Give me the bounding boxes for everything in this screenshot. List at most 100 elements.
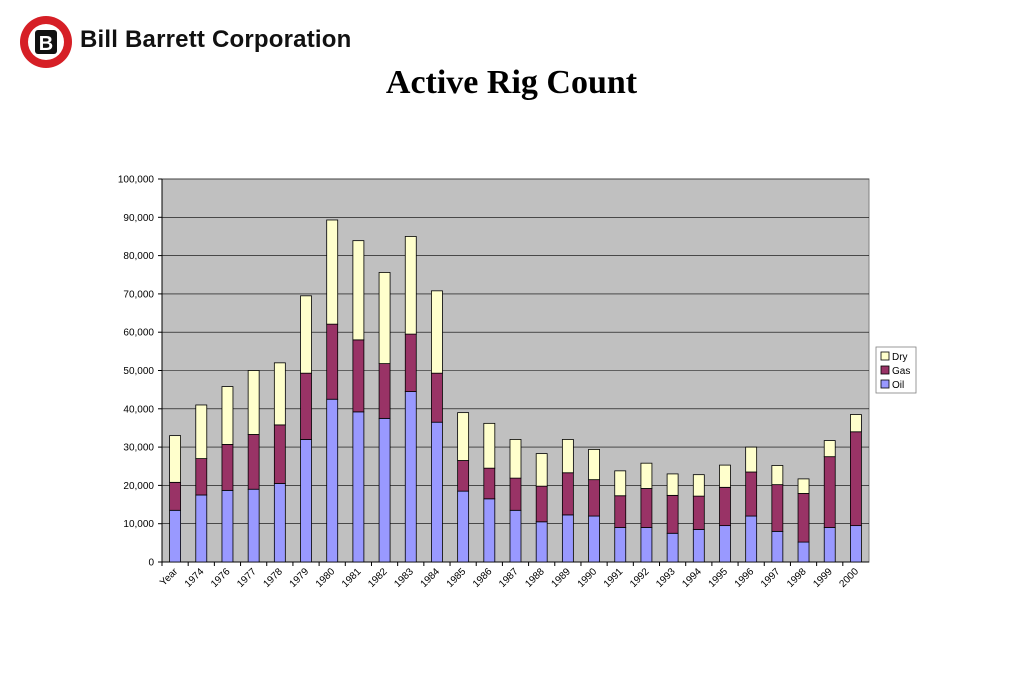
bar-segment-dry [273, 362, 286, 426]
y-tick-label: 20,000 [123, 481, 154, 492]
bar-segment-dry [221, 386, 234, 445]
y-tick-label: 40,000 [123, 404, 154, 415]
x-tick-label: 1982 [366, 566, 390, 590]
bar-segment-dry [692, 474, 705, 497]
bar-segment-dry [640, 462, 653, 489]
bar-segment-gas [509, 477, 522, 511]
bar-segment-gas [221, 444, 234, 491]
bar-segment-oil [561, 514, 574, 563]
legend-label-dry: Dry [892, 352, 908, 363]
y-tick-label: 100,000 [118, 175, 155, 186]
bar-segment-dry [823, 440, 836, 458]
bar-segment-oil [221, 489, 234, 563]
bar-segment-dry [326, 219, 339, 325]
x-tick-label: 1976 [209, 566, 233, 590]
y-tick-label: 30,000 [123, 443, 154, 454]
x-tick-label: 1984 [419, 566, 443, 590]
bar-segment-dry [535, 453, 548, 487]
page-title: Active Rig Count [385, 64, 638, 101]
bar-segment-oil [378, 417, 391, 563]
x-tick-label: 1980 [314, 566, 338, 590]
bar-segment-dry [457, 412, 470, 461]
x-tick-label: 2000 [838, 566, 862, 590]
bar-segment-oil [745, 515, 758, 563]
x-tick-label: 1997 [759, 566, 783, 590]
logo-letter: B [39, 33, 53, 55]
x-tick-label: 1995 [707, 566, 731, 590]
x-tick-label: 1988 [523, 566, 547, 590]
x-tick-label: 1992 [628, 566, 652, 590]
bar-segment-oil [797, 541, 810, 563]
legend-swatch-gas [880, 365, 890, 375]
bar-segment-gas [273, 424, 286, 484]
bar-segment-oil [588, 515, 600, 563]
x-tick-label: 1994 [680, 566, 704, 590]
x-tick-label: 1991 [602, 566, 626, 590]
bar-segment-dry [378, 272, 391, 365]
bar-segment-gas [247, 434, 260, 490]
bar-segment-oil [614, 527, 627, 563]
bar-segment-oil [169, 509, 181, 563]
bar-segment-oil [300, 439, 312, 563]
x-tick-label: 1990 [576, 566, 600, 590]
bar-segment-gas [300, 372, 312, 440]
bar-segment-gas [719, 486, 731, 527]
bar-segment-oil [404, 391, 417, 563]
bar-segment-dry [195, 404, 208, 459]
bar-segment-gas [431, 372, 443, 423]
bar-segment-dry [719, 464, 731, 488]
x-tick-label: 1979 [288, 566, 312, 590]
x-tick-label: 1989 [549, 566, 573, 590]
bar-segment-gas [850, 431, 862, 527]
x-tick-label: 1983 [392, 566, 416, 590]
bar-segment-oil [509, 509, 522, 563]
bar-segment-dry [169, 435, 181, 483]
bar-segment-dry [404, 236, 417, 335]
bar-segment-gas [745, 471, 758, 517]
bar-segment-dry [745, 446, 758, 473]
y-tick-label: 60,000 [123, 328, 154, 339]
bar-segment-gas [535, 485, 548, 523]
bar-segment-oil [352, 411, 365, 563]
bar-segment-dry [483, 422, 496, 469]
bar-segment-gas [614, 495, 627, 528]
bar-segment-gas [404, 333, 417, 392]
y-tick-label: 80,000 [123, 251, 154, 262]
x-tick-label: 1974 [183, 566, 207, 590]
bar-segment-gas [797, 493, 810, 543]
bar-segment-gas [640, 488, 653, 528]
x-tick-label: Year [158, 566, 181, 589]
company-logo: B [20, 16, 72, 68]
x-tick-label: 1998 [785, 566, 809, 590]
bar-segment-oil [326, 398, 339, 563]
bar-segment-oil [850, 525, 862, 563]
bar-segment-oil [483, 498, 496, 563]
bar-segment-oil [666, 532, 679, 563]
bar-segment-gas [169, 481, 181, 511]
bar-segment-gas [588, 479, 600, 517]
bar-segment-dry [666, 473, 679, 496]
legend-swatch-oil [880, 379, 890, 389]
bar-segment-oil [535, 521, 548, 563]
y-tick-label: 0 [148, 558, 154, 569]
x-tick-label: 1987 [497, 566, 521, 590]
x-tick-label: 1999 [811, 566, 835, 590]
bar-segment-oil [823, 527, 836, 563]
bar-segment-oil [431, 421, 443, 563]
bar-segment-gas [692, 495, 705, 530]
bar-segment-dry [561, 439, 574, 474]
bar-segment-dry [797, 478, 810, 494]
bar-segment-oil [719, 525, 731, 563]
bar-segment-gas [666, 494, 679, 534]
y-tick-label: 90,000 [123, 213, 154, 224]
y-tick-label: 70,000 [123, 289, 154, 300]
bar-segment-oil [771, 530, 784, 563]
bar-segment-dry [247, 370, 260, 435]
bar-segment-dry [771, 465, 784, 486]
legend-swatch-dry [880, 351, 890, 361]
bar-segment-gas [483, 467, 496, 500]
y-tick-label: 10,000 [123, 519, 154, 530]
legend-label-gas: Gas [892, 366, 910, 377]
bar-segment-gas [771, 484, 784, 532]
